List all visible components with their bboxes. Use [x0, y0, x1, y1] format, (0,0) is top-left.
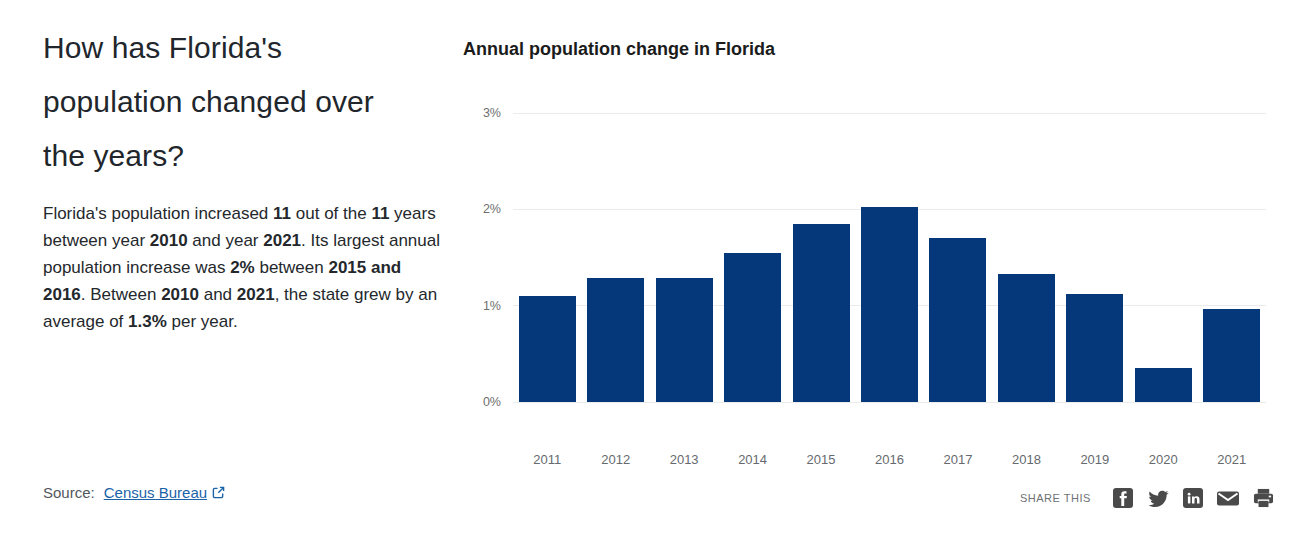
email-icon[interactable]: [1217, 488, 1239, 508]
bar-slot-2019: [1061, 113, 1129, 402]
chart-title: Annual population change in Florida: [463, 39, 775, 60]
bar-slot-2012: [581, 113, 649, 402]
x-axis-labels: 2011201220132014201520162017201820192020…: [513, 452, 1266, 467]
linkedin-icon[interactable]: [1183, 488, 1203, 508]
bar-slot-2021: [1198, 113, 1266, 402]
bar-2021[interactable]: [1203, 309, 1260, 402]
twitter-icon[interactable]: [1147, 488, 1169, 508]
bar-slot-2017: [924, 113, 992, 402]
bar-2014[interactable]: [724, 253, 781, 402]
x-axis-label-2017: 2017: [924, 452, 992, 467]
x-axis-label-2013: 2013: [650, 452, 718, 467]
bar-slot-2016: [855, 113, 923, 402]
bar-2017[interactable]: [929, 238, 986, 402]
bar-slot-2018: [992, 113, 1060, 402]
x-axis-label-2015: 2015: [787, 452, 855, 467]
x-axis-label-2012: 2012: [581, 452, 649, 467]
y-axis-tick-2%: 2%: [459, 201, 501, 217]
source-link[interactable]: Census Bureau: [104, 484, 225, 501]
y-axis-tick-3%: 3%: [459, 105, 501, 121]
left-panel: How has Florida's population changed ove…: [43, 21, 443, 335]
bar-slot-2020: [1129, 113, 1197, 402]
source-row: Source: Census Bureau: [43, 484, 225, 501]
x-axis-label-2021: 2021: [1198, 452, 1266, 467]
x-axis-label-2019: 2019: [1061, 452, 1129, 467]
facebook-icon[interactable]: [1113, 488, 1133, 508]
bar-2018[interactable]: [998, 274, 1055, 402]
page-title: How has Florida's population changed ove…: [43, 21, 415, 183]
x-axis-label-2020: 2020: [1129, 452, 1197, 467]
bar-2015[interactable]: [793, 224, 850, 402]
x-axis-label-2011: 2011: [513, 452, 581, 467]
external-link-icon: [212, 486, 225, 499]
bar-2011[interactable]: [519, 296, 576, 402]
x-axis-label-2018: 2018: [992, 452, 1060, 467]
x-axis-label-2016: 2016: [855, 452, 923, 467]
summary-paragraph: Florida's population increased 11 out of…: [43, 200, 443, 335]
share-this-label: SHARE THIS: [1020, 492, 1091, 504]
bar-slot-2014: [718, 113, 786, 402]
share-icons: [1113, 488, 1274, 508]
share-row: SHARE THIS: [1020, 488, 1274, 508]
page: How has Florida's population changed ove…: [0, 0, 1297, 533]
bar-2020[interactable]: [1135, 368, 1192, 402]
y-axis-tick-1%: 1%: [459, 298, 501, 314]
plot-area: 0%1%2%3%: [513, 113, 1266, 402]
bars: [513, 113, 1266, 402]
bar-2019[interactable]: [1066, 294, 1123, 402]
bar-slot-2013: [650, 113, 718, 402]
print-icon[interactable]: [1253, 488, 1274, 508]
bar-slot-2015: [787, 113, 855, 402]
x-axis-label-2014: 2014: [718, 452, 786, 467]
bar-slot-2011: [513, 113, 581, 402]
bar-2016[interactable]: [861, 207, 918, 402]
source-label: Source:: [43, 484, 95, 501]
y-axis-tick-0%: 0%: [459, 394, 501, 410]
bar-2013[interactable]: [656, 278, 713, 402]
bar-2012[interactable]: [587, 278, 644, 402]
source-link-text: Census Bureau: [104, 484, 207, 501]
